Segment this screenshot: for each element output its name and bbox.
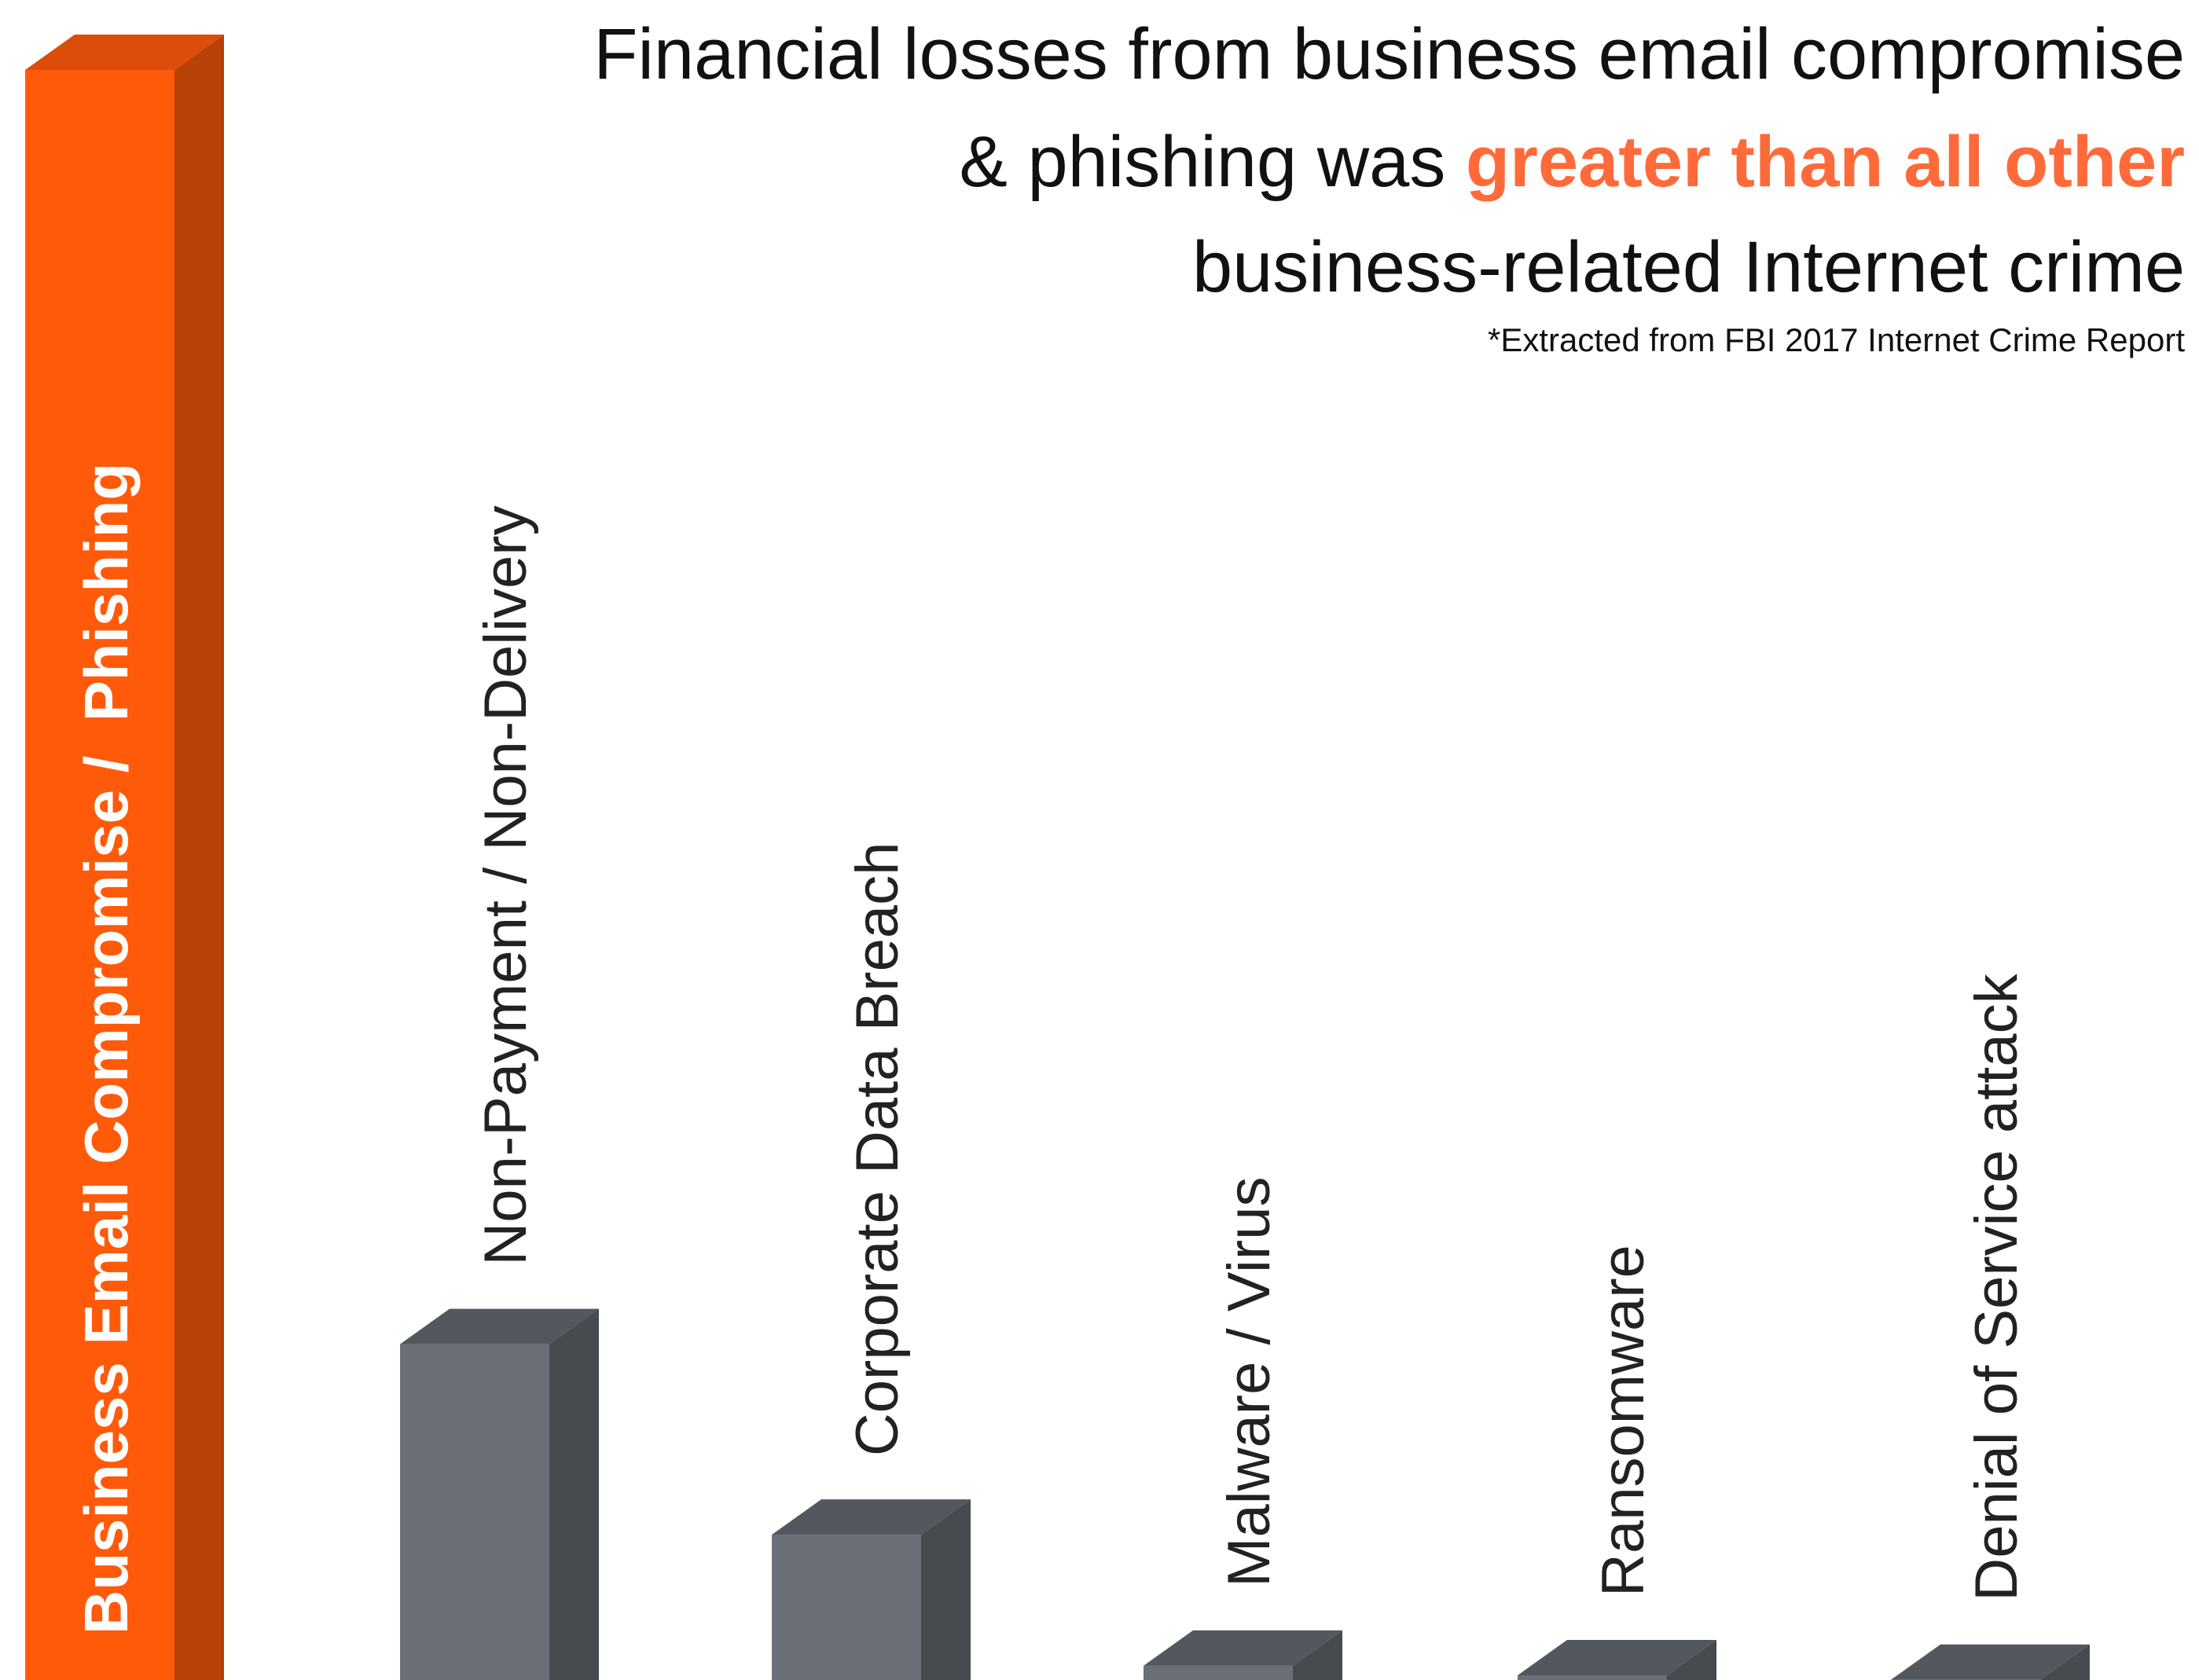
category-label: Denial of Service attack xyxy=(1963,973,2030,1601)
title-highlight: greater than all other xyxy=(1466,122,2185,202)
category-label: Non-Payment / Non-Delivery xyxy=(472,505,539,1265)
bar-side xyxy=(2040,1644,2090,1680)
category-label: Ransomware xyxy=(1590,1245,1657,1597)
category-label: Corporate Data Breach xyxy=(844,842,911,1457)
category-label: Malware / Virus xyxy=(1216,1176,1283,1586)
bar-top xyxy=(1891,1644,2090,1680)
title-line: business-related Internet crime xyxy=(1192,227,2185,307)
bar-side xyxy=(174,35,224,1680)
bar-side xyxy=(549,1308,599,1680)
bar-front xyxy=(1144,1665,1293,1680)
subtitle: *Extracted from FBI 2017 Internet Crime … xyxy=(1488,321,2185,358)
title-line: Financial losses from business email com… xyxy=(593,14,2185,94)
bar-top xyxy=(25,35,224,70)
bar-top xyxy=(1144,1630,1342,1666)
bar-top xyxy=(400,1308,599,1344)
bar-side xyxy=(1293,1630,1342,1680)
bar-top xyxy=(772,1499,971,1535)
bar-side xyxy=(921,1499,971,1680)
title-part: & phishing was xyxy=(960,122,1466,202)
bar-front xyxy=(772,1535,921,1680)
bar-top xyxy=(1518,1639,1716,1675)
bar-label: Business Email Compromise / Phishing xyxy=(72,463,141,1634)
bar-front xyxy=(400,1344,549,1680)
bar-front xyxy=(25,70,174,1680)
bar-front xyxy=(1518,1674,1667,1680)
bar-side xyxy=(1667,1639,1716,1680)
title-line: & phishing was greater than all other xyxy=(960,122,2185,202)
